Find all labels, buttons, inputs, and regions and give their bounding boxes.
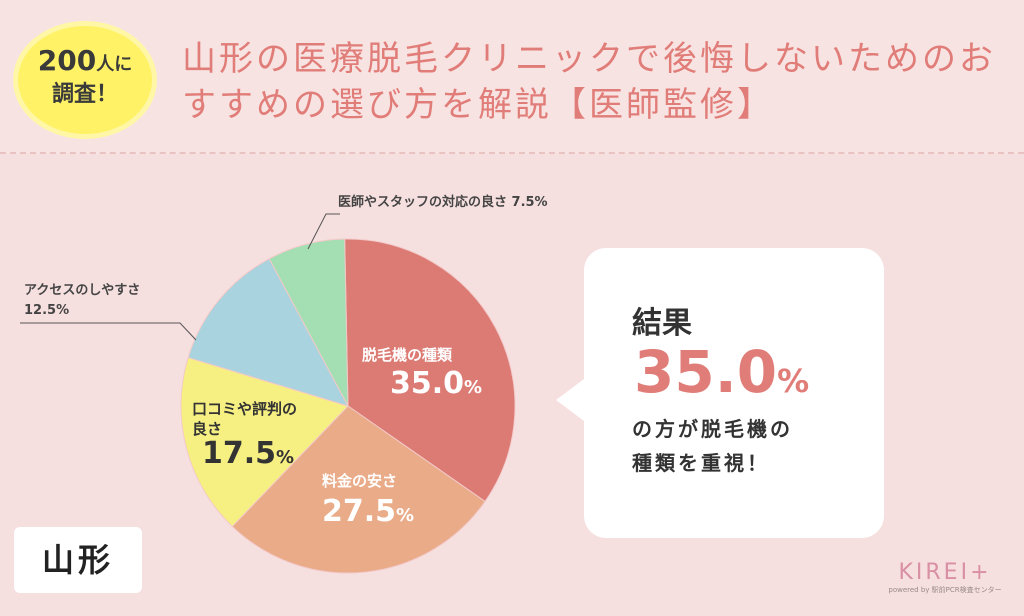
- region-label: 山形: [14, 527, 142, 593]
- label-access-name: アクセスのしやすさ: [24, 283, 141, 298]
- logo-sub: powered by 駅前PCR検査センター: [888, 586, 1002, 594]
- label-machine-name: 脱毛機の種類: [362, 346, 453, 364]
- page-title: 山形の医療脱毛クリニックで後悔しないためのおすすめの選び方を解説【医師監修】: [182, 39, 996, 125]
- leader-line-staff: [307, 213, 340, 250]
- survey-badge: 200人に 調査！: [18, 26, 152, 134]
- bubble-tail: [556, 376, 588, 424]
- label-review-number: 17.5: [202, 436, 277, 471]
- label-price-value: 27.5%: [322, 494, 414, 529]
- slice-machine: [344, 238, 516, 503]
- slice-access: [187, 258, 350, 407]
- header-band: [0, 0, 1024, 154]
- label-price-unit: %: [396, 505, 415, 526]
- pie-chart: [20, 213, 516, 574]
- label-price-name: 料金の安さ: [322, 472, 398, 490]
- slice-price: [231, 405, 486, 574]
- label-access-value: 12.5%: [24, 303, 70, 318]
- leader-line-access: [20, 322, 197, 341]
- result-unit: %: [777, 362, 810, 400]
- result-heading: 結果: [632, 306, 692, 341]
- label-price-number: 27.5: [322, 494, 397, 529]
- brand-logo: KIREI+ powered by 駅前PCR検査センター: [880, 560, 1010, 608]
- result-number: 35.0: [634, 338, 778, 406]
- badge-line2: 調査！: [51, 82, 118, 107]
- label-review-value: 17.5%: [202, 436, 294, 471]
- result-line2: 種類を重視！: [632, 451, 770, 475]
- slice-review: [180, 356, 349, 528]
- label-review-name2: 良さ: [192, 420, 223, 438]
- label-review-name1: 口コミや評判の: [192, 400, 298, 418]
- result-text: の方が脱毛機の 種類を重視！: [632, 412, 793, 480]
- result-line1: の方が脱毛機の: [632, 417, 793, 441]
- badge-count: 200: [37, 44, 97, 77]
- label-staff: 医師やスタッフの対応の良さ 7.5%: [338, 195, 548, 210]
- label-review-unit: %: [276, 447, 295, 468]
- slice-staff: [268, 238, 349, 407]
- logo-main: KIREI+: [898, 560, 992, 585]
- label-machine-unit: %: [464, 377, 483, 398]
- label-machine-number: 35.0: [390, 366, 465, 401]
- result-bubble: [584, 248, 884, 538]
- badge-count-suffix: 人に: [96, 54, 133, 75]
- result-value: 35.0%: [634, 340, 809, 413]
- label-machine-value: 35.0%: [390, 366, 482, 401]
